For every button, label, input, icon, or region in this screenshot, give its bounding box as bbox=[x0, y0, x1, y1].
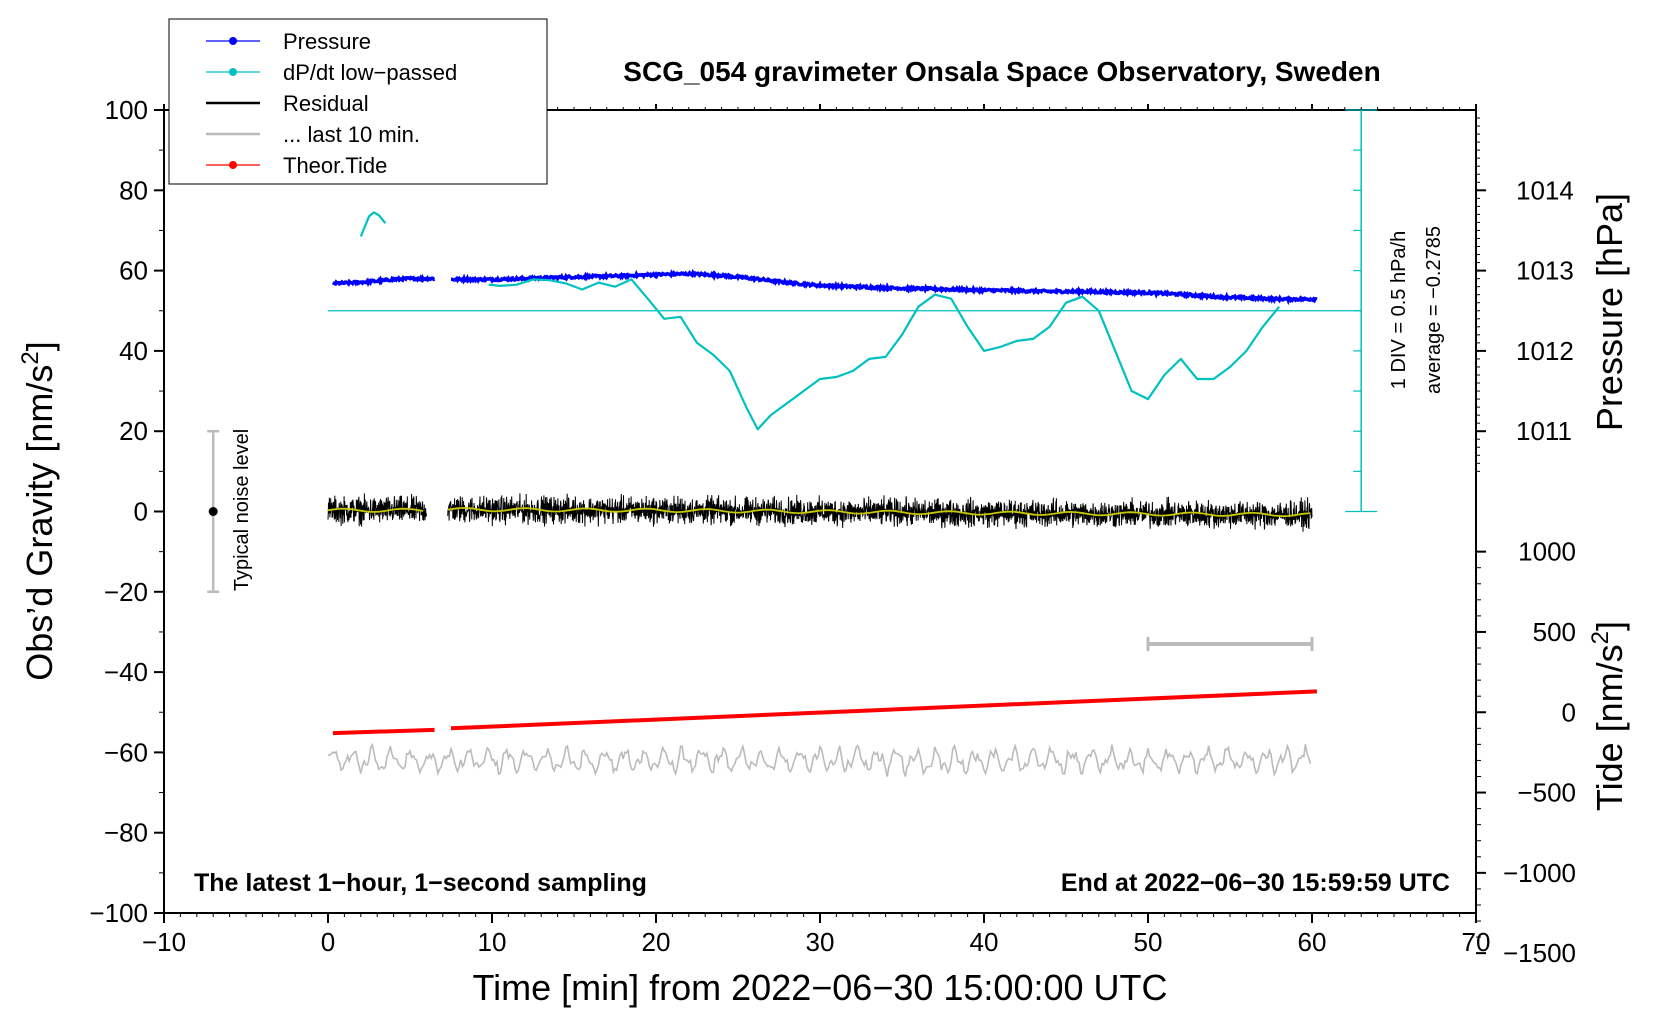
x-tick-label: −10 bbox=[142, 927, 186, 957]
x-tick-label: 30 bbox=[806, 927, 835, 957]
residual-smoothed-line bbox=[327, 507, 424, 513]
chart-title: SCG_054 gravimeter Onsala Space Observat… bbox=[623, 56, 1380, 87]
x-tick-label: 60 bbox=[1298, 927, 1327, 957]
grey-trace-line bbox=[327, 742, 1312, 778]
residual-smoothed-line bbox=[447, 507, 1311, 518]
series-layer bbox=[207, 109, 1378, 778]
dpdt-line bbox=[488, 278, 1281, 431]
annotation-bottom-left: The latest 1−hour, 1−second sampling bbox=[194, 869, 647, 897]
tide-tick-label: 1000 bbox=[1518, 537, 1576, 567]
x-tick-label: 70 bbox=[1462, 927, 1491, 957]
x-axis-label: Time [min] from 2022−06−30 15:00:00 UTC bbox=[472, 967, 1167, 1008]
x-tick-label: 40 bbox=[970, 927, 999, 957]
y-tick-label: 40 bbox=[119, 336, 148, 366]
legend-label: Residual bbox=[283, 91, 369, 116]
pressure-tick-label: 1013 bbox=[1516, 256, 1574, 286]
y-tick-label: −60 bbox=[104, 737, 148, 767]
legend-marker bbox=[229, 37, 237, 45]
y-tick-label: −40 bbox=[104, 657, 148, 687]
dpdt-line bbox=[359, 211, 387, 237]
legend-marker bbox=[229, 161, 237, 169]
x-tick-label: 0 bbox=[321, 927, 335, 957]
dpdt-div-label: 1 DIV = 0.5 hPa/h bbox=[1388, 231, 1410, 389]
tide-tick-label: 0 bbox=[1562, 697, 1576, 727]
legend-label: dP/dt low−passed bbox=[283, 60, 457, 85]
y-tick-label: −20 bbox=[104, 577, 148, 607]
tide-tick-label: −1500 bbox=[1503, 938, 1576, 968]
y-tick-label: 0 bbox=[134, 497, 148, 527]
tide-tick-label: 500 bbox=[1533, 617, 1576, 647]
legend-marker bbox=[229, 68, 237, 76]
dpdt-average-label: average = −0.2785 bbox=[1423, 226, 1445, 394]
x-tick-label: 50 bbox=[1134, 927, 1163, 957]
y-tick-label: −100 bbox=[89, 898, 148, 928]
tide-line bbox=[450, 689, 1317, 731]
tide-tick-label: −1000 bbox=[1503, 858, 1576, 888]
left-axis-label: Obs’d Gravity [nm/s2] bbox=[17, 341, 60, 680]
legend-label: Pressure bbox=[283, 29, 371, 54]
tide-line bbox=[332, 727, 435, 736]
y-tick-label: 100 bbox=[105, 95, 148, 125]
pressure-line bbox=[451, 268, 1318, 306]
annotation-bottom-right: End at 2022−06−30 15:59:59 UTC bbox=[1061, 869, 1450, 897]
axis-layer: −10 0 10 20 30 40 50 60 70−100−80−60−40−20020406… bbox=[89, 95, 1576, 968]
noise-bar-center bbox=[208, 507, 218, 516]
x-tick-label: 20 bbox=[642, 927, 671, 957]
noise-level-label: Typical noise level bbox=[231, 429, 253, 591]
pressure-line bbox=[331, 273, 436, 288]
residual-line bbox=[327, 493, 427, 527]
tide-axis-label: Tide [nm/s2] bbox=[1587, 621, 1630, 811]
x-tick-label: 10 bbox=[478, 927, 507, 957]
tide-tick-label: −500 bbox=[1517, 778, 1576, 808]
pressure-tick-label: 1011 bbox=[1516, 416, 1572, 446]
legend-box bbox=[168, 18, 548, 185]
legend: Pressure dP/dt low−passed Residual ... last… bbox=[168, 18, 548, 185]
y-tick-label: 60 bbox=[119, 256, 148, 286]
y-tick-label: 20 bbox=[119, 416, 148, 446]
y-tick-label: −80 bbox=[104, 818, 148, 848]
pressure-tick-label: 1012 bbox=[1516, 336, 1574, 366]
y-tick-label: 80 bbox=[119, 175, 148, 205]
pressure-axis-label: Pressure [hPa] bbox=[1589, 193, 1630, 431]
legend-label: Theor.Tide bbox=[283, 153, 387, 178]
pressure-tick-label: 1014 bbox=[1516, 175, 1574, 205]
legend-label: ... last 10 min. bbox=[283, 122, 420, 147]
